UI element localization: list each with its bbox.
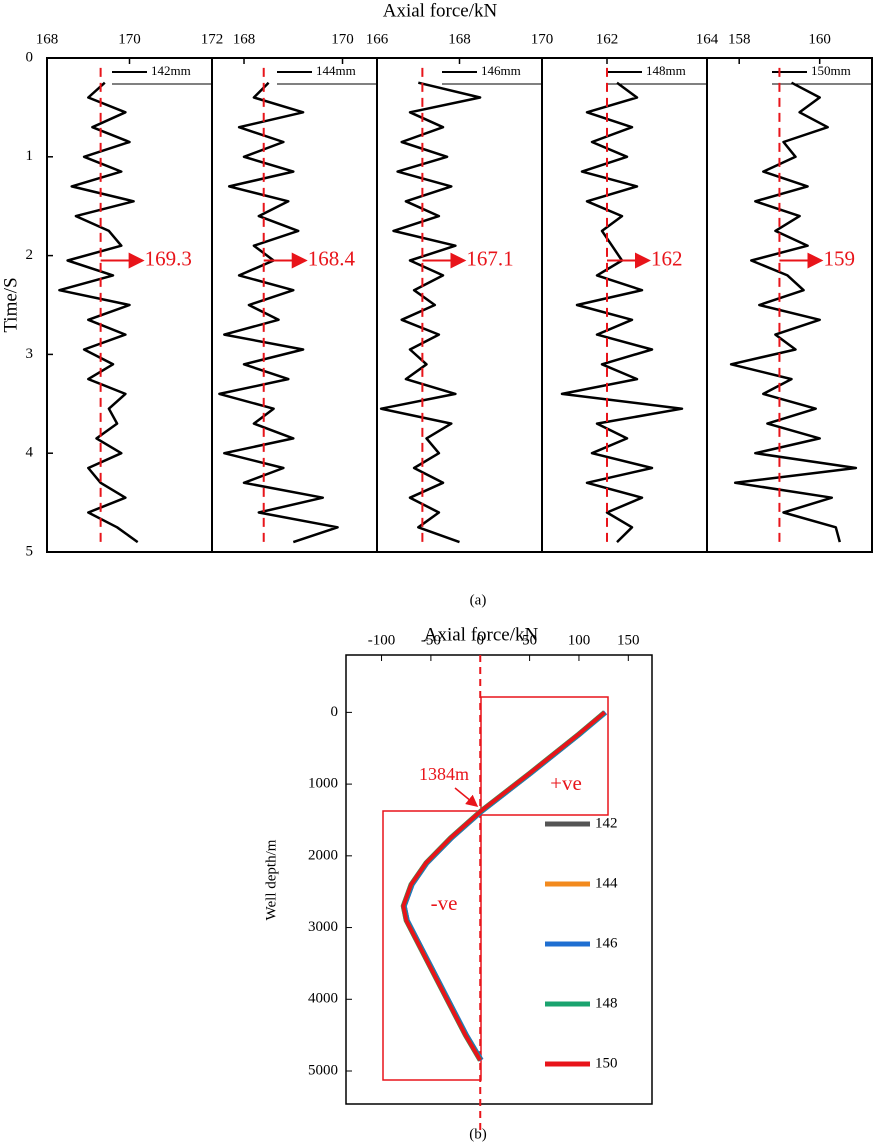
- series-line: [379, 81, 482, 544]
- legend-label: 146: [595, 935, 618, 951]
- x-tick-label: 172: [201, 31, 224, 47]
- y-tick-label: 0: [26, 49, 34, 65]
- legend-label: 148: [595, 995, 618, 1011]
- legend-label: 142: [595, 815, 618, 831]
- zone-label: -ve: [431, 891, 458, 915]
- zone-label: +ve: [550, 771, 582, 795]
- y-tick-label: 3000: [308, 919, 338, 935]
- x-tick-label: 0: [476, 632, 484, 648]
- x-tick-label: 170: [331, 31, 354, 47]
- series-line: [560, 81, 684, 543]
- panel-frame: [211, 57, 378, 553]
- mean-label: 162: [651, 246, 683, 270]
- series-line: [729, 81, 858, 543]
- caption: (a): [470, 592, 487, 608]
- legend-label: 148mm: [646, 63, 686, 78]
- x-tick-label: 168: [448, 31, 471, 47]
- legend-label: 142mm: [151, 63, 191, 78]
- x-tick-label: 150: [617, 632, 640, 648]
- x-tick-label: 162: [596, 31, 619, 47]
- x-tick-label: 158: [728, 31, 751, 47]
- y-tick-label: 4000: [308, 991, 338, 1007]
- panel-frame: [376, 57, 543, 553]
- legend-label: 146mm: [481, 63, 521, 78]
- plot-frame: [345, 654, 653, 1105]
- x-tick-label: 170: [531, 31, 554, 47]
- mean-label: 159: [823, 246, 855, 270]
- y-tick-label: 4: [26, 445, 34, 461]
- x-tick-label: -50: [421, 632, 441, 648]
- x-tick-label: 168: [36, 31, 59, 47]
- mean-label: 167.1: [466, 246, 513, 270]
- series-line: [58, 81, 139, 544]
- x-tick-label: 166: [366, 31, 389, 47]
- panel-frame: [706, 57, 873, 553]
- y-tick-label: 5000: [308, 1062, 338, 1078]
- legend-label: 150: [595, 1055, 618, 1071]
- x-axis-title: Axial force/kN: [383, 0, 498, 21]
- x-tick-label: 50: [522, 632, 537, 648]
- y-tick-label: 2000: [308, 847, 338, 863]
- y-tick-label: 1000: [308, 776, 338, 792]
- y-tick-label: 3: [26, 346, 34, 362]
- x-tick-label: 164: [696, 31, 719, 47]
- x-tick-label: 100: [568, 632, 591, 648]
- y-tick-label: 5: [26, 543, 34, 559]
- y-axis-title: Well depth/m: [263, 839, 279, 920]
- y-tick-label: 2: [26, 247, 34, 263]
- crossing-label: 1384m: [419, 764, 469, 784]
- x-tick-label: 168: [233, 31, 256, 47]
- y-tick-label: 0: [331, 704, 339, 720]
- legend-label: 150mm: [811, 63, 851, 78]
- x-axis-title: Axial force/kN: [424, 624, 539, 645]
- series-line: [218, 81, 339, 544]
- mean-label: 169.3: [145, 246, 192, 270]
- mean-label: 168.4: [308, 246, 356, 270]
- x-tick-label: -100: [368, 632, 396, 648]
- legend-label: 144mm: [316, 63, 356, 78]
- legend-label: 144: [595, 875, 618, 891]
- caption: (b): [469, 1126, 487, 1142]
- x-tick-label: 170: [118, 31, 141, 47]
- x-tick-label: 160: [808, 31, 831, 47]
- y-axis-title: Time/S: [0, 277, 21, 332]
- panel-frame: [541, 57, 708, 553]
- series-line: [401, 710, 606, 1062]
- y-tick-label: 1: [26, 148, 34, 164]
- crossing-arrow: [454, 787, 479, 807]
